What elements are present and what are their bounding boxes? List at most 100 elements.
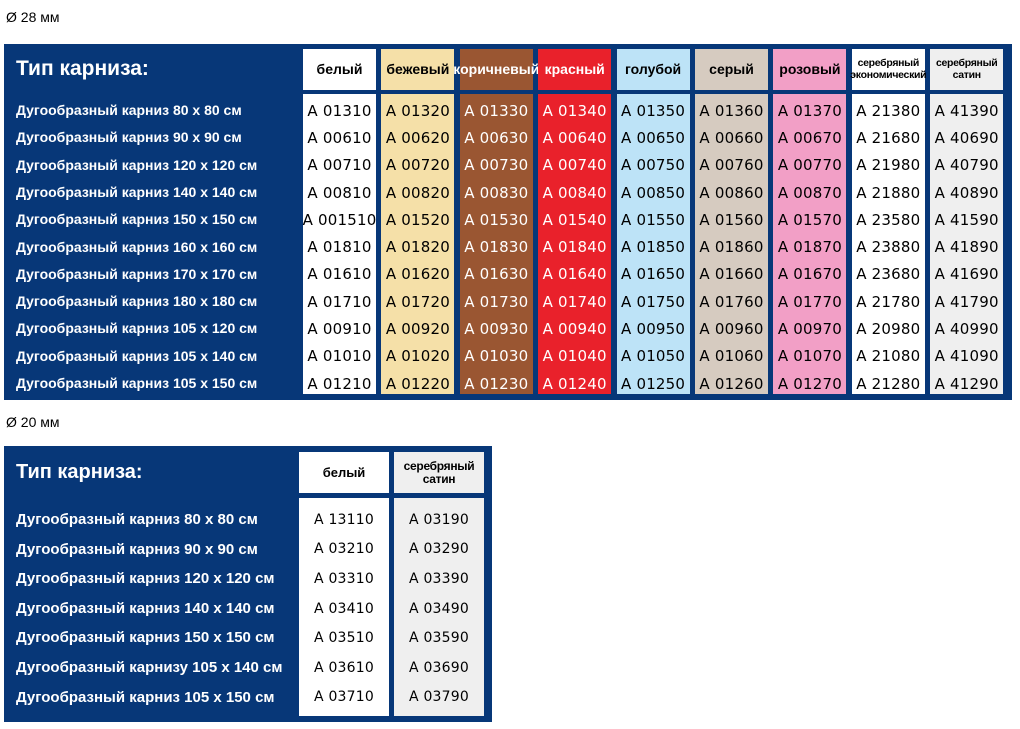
article-code: A 01770 xyxy=(777,292,842,311)
row-label: Дугообразный карниз 105 х 140 см xyxy=(16,347,258,364)
article-code: A 00750 xyxy=(621,156,686,175)
article-code: A 01740 xyxy=(542,292,607,311)
article-code: A 40990 xyxy=(934,320,999,339)
article-code: A 00730 xyxy=(464,156,529,175)
article-code: A 01570 xyxy=(777,210,842,229)
article-code: A 20980 xyxy=(856,320,921,339)
row-label: Дугообразный карниз 150 х 150 см xyxy=(16,211,258,228)
article-code: A 00710 xyxy=(307,156,372,175)
color-column: A 01350 A 00650 A 00750 A 00850 A 01550 A 018… xyxy=(616,94,690,394)
article-code: A 01050 xyxy=(621,347,686,366)
article-code: A 01250 xyxy=(621,374,686,393)
article-code: A 03710 xyxy=(314,689,374,706)
color-header: розовый xyxy=(773,49,847,90)
row-label: Дугообразный карниз 160 х 160 см xyxy=(16,238,258,255)
color-column: A 01320 A 00620 A 00720 A 00820 A 01520 A 018… xyxy=(381,94,455,394)
article-code: A 01020 xyxy=(385,347,450,366)
article-code: A 01260 xyxy=(699,374,764,393)
article-code: A 01370 xyxy=(777,101,842,120)
section-20-title: Тип карниза: xyxy=(16,461,143,483)
article-code: A 00910 xyxy=(307,320,372,339)
article-code: A 41690 xyxy=(934,265,999,284)
section-28-title: Тип карниза: xyxy=(16,57,149,80)
article-code: A 03510 xyxy=(314,630,374,647)
article-code: A 01650 xyxy=(621,265,686,284)
section-20-caption: Ø 20 мм xyxy=(6,414,60,430)
article-code: A 40790 xyxy=(934,156,999,175)
row-label: Дугообразный карнизу 105 х 140 см xyxy=(16,659,283,676)
article-code: A 00620 xyxy=(385,128,450,147)
article-code: A 03210 xyxy=(314,541,374,558)
article-code: A 00920 xyxy=(385,320,450,339)
article-code: A 00850 xyxy=(621,183,686,202)
article-code: A 21680 xyxy=(856,128,921,147)
row-label: Дугообразный карниз 80 х 80 см xyxy=(16,102,242,118)
article-code: A 41090 xyxy=(934,347,999,366)
article-code: A 03190 xyxy=(409,511,469,528)
article-code: A 00960 xyxy=(699,320,764,339)
article-code: A 01070 xyxy=(777,347,842,366)
row-label: Дугообразный карниз 105 х 150 см xyxy=(16,688,275,706)
color-column: A 01370 A 00670 A 00770 A 00870 A 01570 A 018… xyxy=(773,94,847,394)
article-code: A 21880 xyxy=(856,183,921,202)
article-code: A 13110 xyxy=(314,511,374,528)
article-code: A 01230 xyxy=(464,374,529,393)
article-code: A 41590 xyxy=(934,210,999,229)
article-code: A 03590 xyxy=(409,630,469,647)
article-code: A 00930 xyxy=(464,320,529,339)
article-code: A 01350 xyxy=(621,101,686,120)
article-code: A 00870 xyxy=(777,183,842,202)
section-20-table: Тип карниза: Дугообразный карниз 80 х 80… xyxy=(4,446,492,722)
article-code: A 40690 xyxy=(934,128,999,147)
article-code: A 01660 xyxy=(699,265,764,284)
article-code: A 23880 xyxy=(856,238,921,257)
article-code: A 01820 xyxy=(385,238,450,257)
color-header: белый xyxy=(303,49,376,90)
article-code: A 00610 xyxy=(307,128,372,147)
article-code: A 23680 xyxy=(856,265,921,284)
article-code: A 40890 xyxy=(934,183,999,202)
row-label: Дугообразный карниз 120 х 120 см xyxy=(16,156,258,173)
article-code: A 41290 xyxy=(934,374,999,393)
article-code: A 00640 xyxy=(542,128,607,147)
color-header: голубой xyxy=(616,49,690,90)
row-label: Дугообразный карниз 150 х 150 см xyxy=(16,629,275,647)
article-code: A 01360 xyxy=(699,101,764,120)
article-code: A 21380 xyxy=(856,101,921,120)
article-code: A 01220 xyxy=(385,374,450,393)
article-code: A 00830 xyxy=(464,183,529,202)
section-28-table: Тип карниза: Дугообразный карниз 80 х 80… xyxy=(4,44,1012,400)
row-label: Дугообразный карниз 140 х 140 см xyxy=(16,599,275,617)
article-code: A 01750 xyxy=(621,292,686,311)
article-code: A 01860 xyxy=(699,238,764,257)
article-code: A 01330 xyxy=(464,101,529,120)
color-column: A 01330 A 00630 A 00730 A 00830 A 01530 A 018… xyxy=(459,94,533,394)
color-header: красный xyxy=(538,49,612,90)
article-code: A 01240 xyxy=(542,374,607,393)
color-header: белый xyxy=(299,452,389,493)
article-code: A 03610 xyxy=(314,659,374,676)
article-code: A 01640 xyxy=(542,265,607,284)
article-code: A 03310 xyxy=(314,570,374,587)
article-code: A 00760 xyxy=(699,156,764,175)
article-code: A 01560 xyxy=(699,210,764,229)
article-code: A 03690 xyxy=(409,659,469,676)
article-code: A 00970 xyxy=(777,320,842,339)
color-column: A 21380 A 21680 A 21980 A 21880 A 23580 A 238… xyxy=(851,94,925,394)
article-code: A 41390 xyxy=(934,101,999,120)
article-code: A 03290 xyxy=(409,541,469,558)
article-code: A 01520 xyxy=(385,210,450,229)
article-code: A 001510 xyxy=(302,210,377,229)
article-code: A 00630 xyxy=(464,128,529,147)
article-code: A 01270 xyxy=(777,374,842,393)
color-header: бежевый xyxy=(381,49,455,90)
article-code: A 21280 xyxy=(856,374,921,393)
article-code: A 01840 xyxy=(542,238,607,257)
article-code: A 41790 xyxy=(934,292,999,311)
article-code: A 01720 xyxy=(385,292,450,311)
color-header: серебряный экономический xyxy=(850,49,927,90)
article-code: A 01030 xyxy=(464,347,529,366)
color-header: серебряный сатин xyxy=(394,452,484,493)
article-code: A 03390 xyxy=(409,570,469,587)
article-code: A 21780 xyxy=(856,292,921,311)
